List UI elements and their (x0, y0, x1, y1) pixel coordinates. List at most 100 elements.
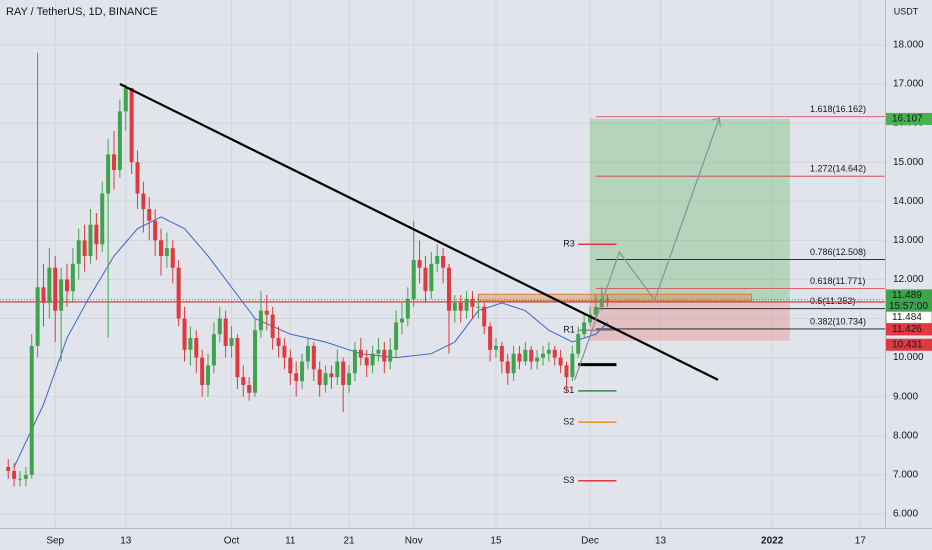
y-tick-label: 10.000 (893, 352, 924, 363)
fib-label: 0.5(11.252) (810, 296, 855, 306)
candle-body (540, 353, 545, 358)
candle-body (323, 373, 328, 385)
candle-body (147, 209, 152, 221)
candle-body (123, 87, 128, 112)
candle-body (570, 353, 575, 378)
candle-body (206, 365, 211, 385)
candle-body (335, 361, 340, 378)
x-tick-label: 21 (344, 536, 356, 547)
candle-body (82, 240, 87, 256)
x-tick-label: 13 (655, 536, 667, 547)
candle-body (41, 287, 46, 303)
candle-body (53, 267, 58, 311)
candle-body (12, 470, 17, 479)
price-label-bg (886, 338, 932, 351)
candle-body (135, 162, 140, 194)
price-label-bg (886, 112, 932, 125)
candle-body (347, 373, 352, 385)
candle-body (582, 322, 587, 335)
candle-body (546, 349, 551, 354)
chart-title: RAY / TetherUS, 1D, BINANCE (6, 6, 158, 18)
candle-body (417, 259, 422, 268)
candle-body (112, 154, 117, 171)
candle-body (23, 474, 28, 479)
pivot-label: S1 (563, 385, 574, 395)
candle-body (229, 338, 234, 346)
x-tick-label: 2022 (761, 536, 784, 547)
candle-body (435, 255, 440, 264)
candle-body (294, 373, 299, 382)
candle-body (182, 318, 187, 350)
candle-body (276, 338, 281, 346)
candle-body (499, 345, 504, 362)
candle-body (270, 314, 275, 339)
candle-body (470, 298, 475, 307)
candle-body (200, 357, 205, 385)
candle-body (170, 248, 175, 268)
candle-body (429, 263, 434, 292)
trendline (119, 83, 719, 381)
candle-body (176, 267, 181, 319)
candle-body (564, 365, 569, 378)
pivot-label: R3 (563, 239, 575, 249)
candle-body (264, 310, 269, 315)
y-tick-label: 17.000 (893, 79, 924, 90)
candle-body (164, 248, 169, 256)
candle-body (159, 240, 164, 256)
candle-body (305, 345, 310, 362)
candle-body (376, 349, 381, 354)
x-tick-label: Nov (405, 536, 423, 547)
candle-body (288, 357, 293, 374)
y-tick-label: 7.000 (893, 469, 918, 480)
candle-body (129, 87, 134, 163)
candle-body (341, 361, 346, 385)
candle-body (247, 384, 252, 393)
candle-body (194, 338, 199, 358)
pivot-label: R1 (563, 325, 575, 335)
pivot-label: S3 (563, 475, 574, 485)
candle-body (153, 220, 158, 241)
candle-body (329, 373, 334, 378)
candle-body (593, 306, 598, 315)
x-tick-label: Oct (224, 536, 240, 547)
candle-body (505, 361, 510, 374)
candle-body (411, 259, 416, 299)
price-label-bg (886, 323, 932, 336)
price-label: 11.484 (892, 312, 922, 323)
candle-body (405, 298, 410, 319)
candle-body (217, 318, 222, 335)
candle-body (388, 349, 393, 362)
candle-body (441, 255, 446, 268)
candle-body (282, 345, 287, 358)
candle-body (258, 310, 263, 331)
candle-body (423, 267, 428, 292)
y-axis-unit: USDT (894, 6, 919, 16)
candle-body (588, 314, 592, 323)
candle-body (370, 353, 375, 366)
candle-body (29, 345, 34, 475)
x-tick-label: 17 (855, 536, 867, 547)
y-tick-label: 13.000 (893, 235, 924, 246)
y-tick-label: 6.000 (893, 509, 918, 520)
candle-body (535, 357, 540, 362)
candle-body (211, 334, 216, 366)
candle-body (364, 357, 369, 366)
price-label: 11.489 (892, 290, 922, 301)
candle-body (464, 298, 469, 311)
x-tick-label: Dec (581, 536, 599, 547)
candle-body (605, 298, 610, 300)
candle-body (35, 287, 40, 346)
candle-body (235, 338, 240, 378)
x-tick-label: 13 (120, 536, 132, 547)
x-tick-label: 11 (285, 536, 296, 547)
projection-arrowhead (711, 117, 721, 128)
candle-body (223, 318, 228, 346)
candle-body (552, 349, 557, 358)
candle-body (94, 224, 99, 245)
candle-body (517, 353, 522, 362)
candle-body (188, 338, 193, 350)
candle-body (482, 306, 487, 327)
stop-zone (590, 301, 790, 341)
